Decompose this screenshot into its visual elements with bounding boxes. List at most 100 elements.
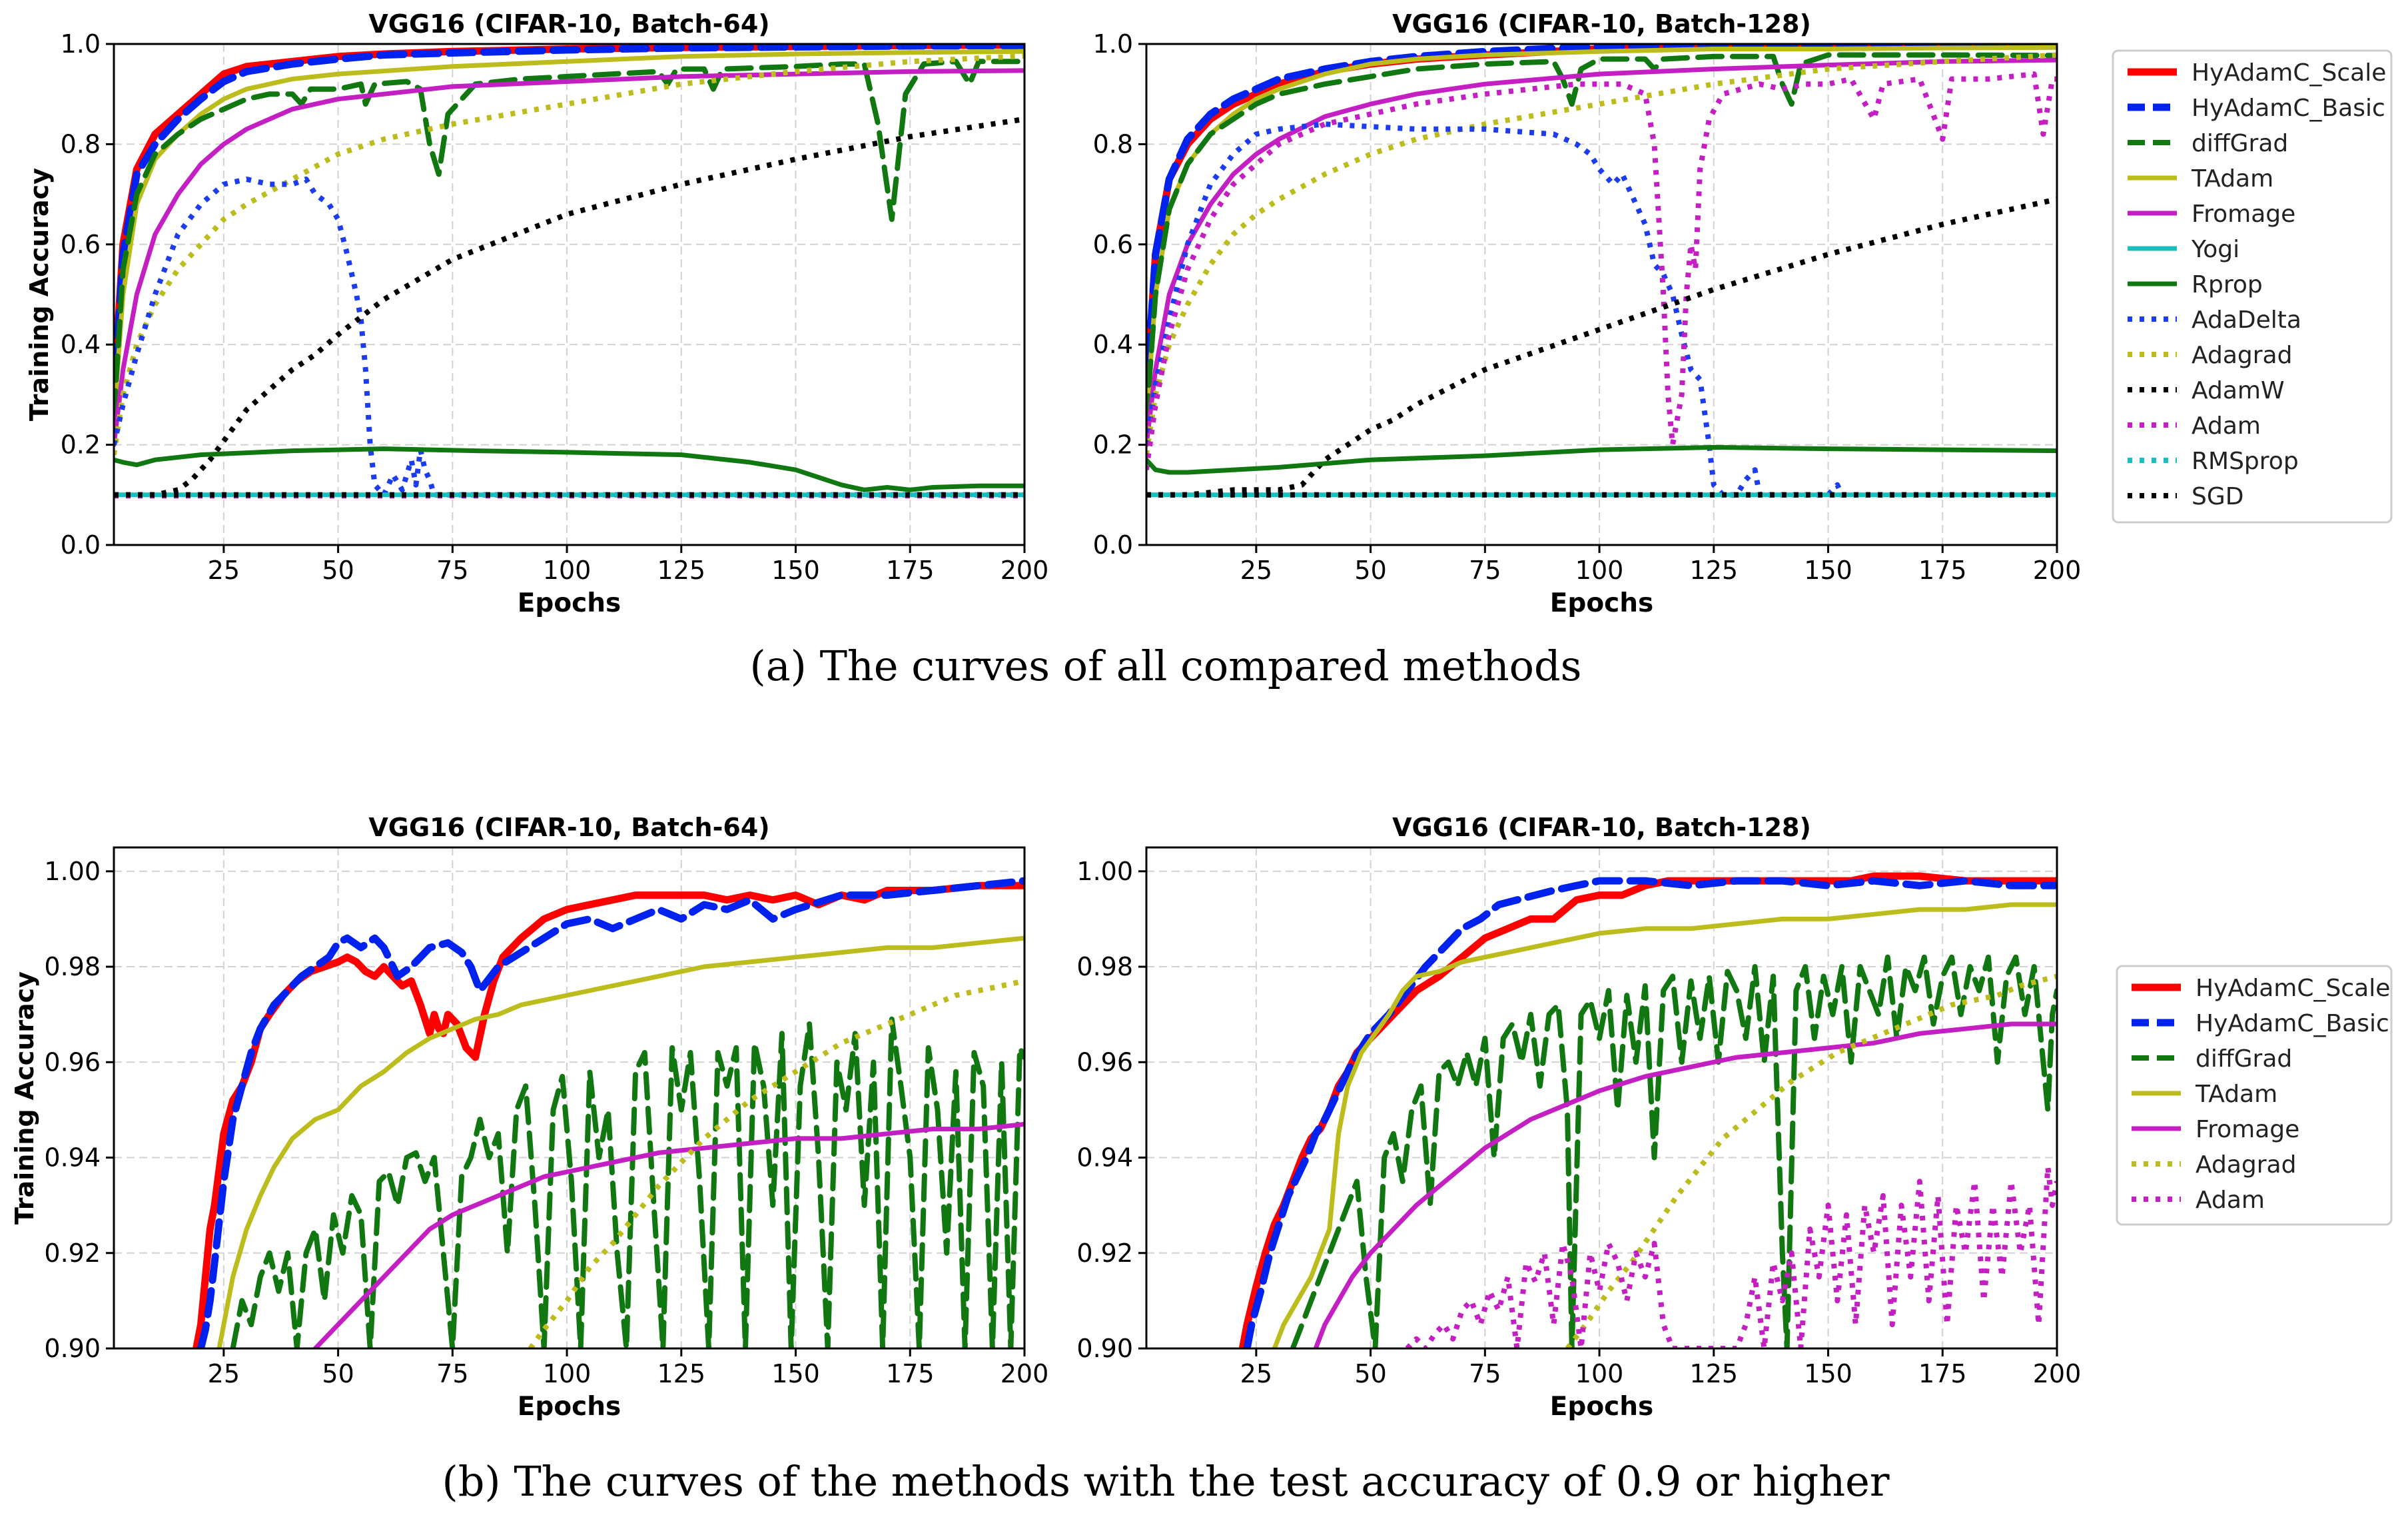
series-line-diffgrad bbox=[114, 59, 1024, 418]
y-tick-label: 0.94 bbox=[1076, 1143, 1133, 1173]
x-tick-label: 150 bbox=[1804, 556, 1852, 585]
chart-a1: 25 50 75 100 125 150 175 200 0.0 0.2 0.4 0.6 0.8 1.0 V… bbox=[25, 9, 1048, 618]
x-tick-label: 75 bbox=[436, 1359, 468, 1388]
legend-label-adam: Adam bbox=[2196, 1187, 2265, 1214]
x-tick-label: 125 bbox=[657, 556, 706, 585]
legend-frame bbox=[2116, 965, 2393, 1226]
series-line-adamw bbox=[114, 116, 1024, 498]
legend-label-tadam: TAdam bbox=[2191, 165, 2273, 193]
y-tick-label: 1.0 bbox=[61, 29, 101, 59]
series-line-rprop bbox=[114, 446, 1024, 492]
chart-title: VGG16 (CIFAR-10, Batch-64) bbox=[368, 9, 769, 39]
chart-title: VGG16 (CIFAR-10, Batch-128) bbox=[1392, 9, 1811, 39]
x-tick-label: 100 bbox=[543, 556, 592, 585]
x-axis-label: Epochs bbox=[518, 1392, 621, 1422]
x-tick-label: 50 bbox=[1354, 1359, 1386, 1388]
y-tick-label: 1.0 bbox=[1093, 29, 1133, 59]
legend-label-hyadamc_basic: HyAdamC_Basic bbox=[2196, 1010, 2389, 1037]
legend-a1: HyAdamC_Scale HyAdamC_Basic diffGrad TAdam F… bbox=[2112, 49, 2393, 524]
y-tick-label: 0.0 bbox=[1093, 530, 1133, 560]
x-tick-label: 50 bbox=[322, 556, 354, 585]
y-tick-label: 0.90 bbox=[44, 1334, 101, 1363]
series-line-tadam bbox=[114, 49, 1024, 422]
series-line-fromage bbox=[1146, 57, 2057, 448]
y-tick-label: 0.96 bbox=[1076, 1047, 1133, 1077]
legend-label-diffgrad: diffGrad bbox=[2196, 1045, 2292, 1073]
x-tick-label: 175 bbox=[1918, 1359, 1967, 1388]
legend-frame bbox=[2112, 49, 2393, 524]
x-tick-label: 75 bbox=[1469, 556, 1501, 585]
series-line-adam bbox=[1405, 1164, 2057, 1348]
series-line-rprop bbox=[1146, 444, 2057, 475]
legend-label-rmsprop: RMSprop bbox=[2192, 448, 2299, 475]
y-tick-label: 0.0 bbox=[61, 530, 101, 560]
chart-title: VGG16 (CIFAR-10, Batch-128) bbox=[1392, 813, 1811, 842]
series-line-hyadamc_scale bbox=[1146, 44, 2057, 398]
chart-b1: 25 50 75 100 125 150 175 200 0.90 0.92 0.94 0.96 0.9… bbox=[10, 813, 1048, 1422]
y-tick-label: 0.94 bbox=[44, 1143, 101, 1173]
y-tick-label: 0.90 bbox=[1076, 1334, 1133, 1363]
x-axis-label: Epochs bbox=[1550, 588, 1653, 618]
x-axis-label: Epochs bbox=[518, 588, 621, 618]
series-line-fromage bbox=[114, 68, 1024, 448]
series-line-adagrad bbox=[1565, 973, 2057, 1348]
series-group bbox=[114, 44, 1024, 499]
y-tick-label: 0.8 bbox=[1093, 129, 1133, 159]
x-tick-label: 175 bbox=[1918, 556, 1967, 585]
x-tick-label: 175 bbox=[886, 556, 935, 585]
legend-label-fromage: Fromage bbox=[2196, 1116, 2299, 1143]
charts: 25 50 75 100 125 150 175 200 0.0 0.2 0.4 0.6 0.8 1.0 V… bbox=[10, 9, 2081, 1422]
x-tick-label: 125 bbox=[1690, 1359, 1739, 1388]
legend-label-adamw: AdamW bbox=[2192, 377, 2285, 404]
x-tick-label: 25 bbox=[1240, 556, 1272, 585]
series-group bbox=[193, 877, 1024, 1348]
x-tick-label: 50 bbox=[322, 1359, 354, 1388]
x-tick-label: 100 bbox=[1575, 556, 1624, 585]
legend-label-sgd: SGD bbox=[2192, 483, 2243, 510]
y-tick-label: 1.00 bbox=[1076, 857, 1133, 886]
x-tick-label: 100 bbox=[1575, 1359, 1624, 1388]
legend-label-fromage: Fromage bbox=[2192, 201, 2295, 228]
y-tick-label: 0.2 bbox=[1093, 430, 1133, 460]
x-tick-label: 25 bbox=[208, 1359, 240, 1388]
y-tick-label: 0.6 bbox=[1093, 230, 1133, 259]
legend-label-adam: Adam bbox=[2192, 412, 2261, 440]
legend-label-yogi: Yogi bbox=[2191, 236, 2239, 263]
x-tick-label: 150 bbox=[1804, 1359, 1852, 1388]
y-tick-label: 0.98 bbox=[44, 952, 101, 981]
legend-label-adadelta: AdaDelta bbox=[2192, 306, 2301, 334]
chart-a2: 25 50 75 100 125 150 175 200 0.0 0.2 0.4 0.6 0.8 1.0 V… bbox=[1093, 9, 2082, 618]
x-axis-label: Epochs bbox=[1550, 1392, 1653, 1422]
y-axis-label: Training Accuracy bbox=[25, 168, 54, 421]
legend-label-hyadamc_scale: HyAdamC_Scale bbox=[2196, 975, 2390, 1002]
plot-frame bbox=[1145, 846, 2058, 1350]
chart-title: VGG16 (CIFAR-10, Batch-64) bbox=[368, 813, 769, 842]
series-line-hyadamc_basic bbox=[1243, 877, 2057, 1348]
y-tick-label: 0.96 bbox=[44, 1047, 101, 1077]
legend-label-hyadamc_scale: HyAdamC_Scale bbox=[2192, 59, 2386, 87]
plot-frame bbox=[113, 846, 1026, 1350]
series-line-adagrad bbox=[114, 53, 1024, 456]
x-tick-label: 50 bbox=[1354, 556, 1386, 585]
x-tick-label: 150 bbox=[771, 1359, 820, 1388]
y-tick-label: 0.6 bbox=[61, 230, 101, 259]
series-line-tadam bbox=[1272, 902, 2057, 1348]
x-tick-label: 25 bbox=[1240, 1359, 1272, 1388]
x-tick-label: 200 bbox=[1001, 1359, 1049, 1388]
legend-label-tadam: TAdam bbox=[2195, 1081, 2277, 1108]
y-axis-label: Training Accuracy bbox=[10, 971, 39, 1225]
legend-label-hyadamc_basic: HyAdamC_Basic bbox=[2192, 95, 2385, 122]
series-line-fromage bbox=[1313, 1021, 2057, 1348]
caption-b: (b) The curves of the methods with the t… bbox=[442, 1457, 1890, 1506]
y-tick-label: 0.4 bbox=[1093, 330, 1133, 359]
x-tick-label: 75 bbox=[436, 556, 468, 585]
series-line-tadam bbox=[216, 935, 1024, 1348]
y-tick-label: 0.92 bbox=[1076, 1239, 1133, 1268]
series-line-adagrad bbox=[528, 978, 1024, 1348]
legends: HyAdamC_Scale HyAdamC_Basic diffGrad TAdam F… bbox=[2112, 49, 2393, 1226]
y-tick-label: 0.2 bbox=[61, 430, 101, 460]
y-tick-label: 0.8 bbox=[61, 129, 101, 159]
series-line-adadelta bbox=[114, 177, 1024, 498]
y-tick-label: 0.98 bbox=[1076, 952, 1133, 981]
y-tick-label: 0.4 bbox=[61, 330, 101, 359]
